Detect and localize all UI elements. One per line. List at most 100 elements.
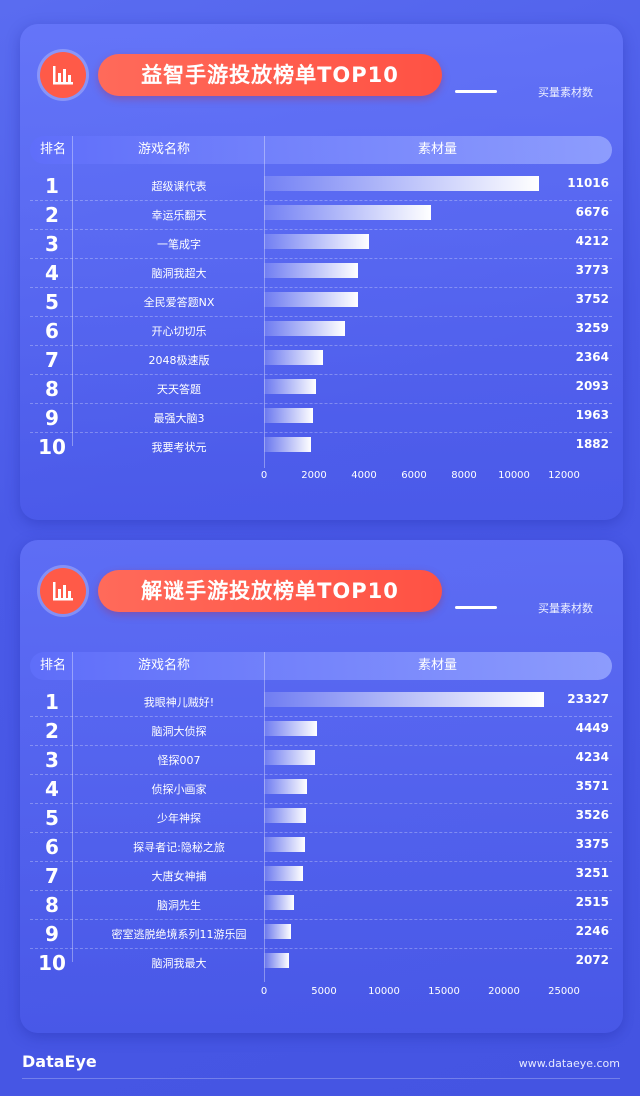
row-separator [30, 890, 612, 891]
row-game-name: 脑洞先生 [157, 899, 201, 912]
row-game-name: 少年神探 [157, 812, 201, 825]
row-separator [30, 774, 612, 775]
row-separator [30, 200, 612, 201]
header-name: 游戏名称 [138, 658, 191, 673]
footer-url: www.dataeye.com [518, 1057, 620, 1070]
table-row: 3 怪探007 4234 [20, 746, 623, 775]
header-rank: 排名 [40, 658, 67, 673]
row-value: 2515 [575, 895, 609, 909]
row-value: 4449 [575, 721, 609, 735]
bar [264, 437, 312, 452]
row-separator [30, 374, 612, 375]
row-value: 3571 [575, 779, 609, 793]
bar [264, 350, 324, 365]
bar [264, 408, 314, 423]
axis-tick-label: 8000 [451, 470, 477, 481]
puzzle-chart-panel: 益智手游投放榜单TOP10 买量素材数 排名 游戏名称 素材量 1 超级课代表 11… [20, 24, 623, 520]
row-separator [30, 316, 612, 317]
chart-legend: 买量素材数 [443, 84, 593, 99]
row-value: 6676 [575, 205, 609, 219]
table-row: 8 脑洞先生 2515 [20, 891, 623, 920]
column-divider [72, 136, 73, 446]
table-row: 3 一笔成字 4212 [20, 230, 623, 259]
bar-chart-icon [40, 568, 86, 614]
header-value: 素材量 [418, 142, 458, 157]
table-row: 8 天天答题 2093 [20, 375, 623, 404]
axis-tick-label: 0 [260, 986, 268, 997]
chart-legend: 买量素材数 [443, 600, 593, 615]
bar [264, 750, 315, 765]
row-game-name: 脑洞我最大 [151, 957, 207, 970]
row-value: 1963 [575, 408, 609, 422]
row-game-name: 幸运乐翻天 [151, 209, 207, 222]
row-rank: 3 [45, 232, 59, 256]
axis-tick-label: 20000 [488, 986, 520, 997]
row-rank: 5 [45, 290, 59, 314]
table-row: 1 超级课代表 11016 [20, 172, 623, 201]
row-rank: 7 [45, 864, 59, 888]
table-row: 2 脑洞大侦探 4449 [20, 717, 623, 746]
row-rank: 7 [45, 348, 59, 372]
row-game-name: 2048极速版 [148, 354, 210, 367]
row-separator [30, 432, 612, 433]
row-game-name: 最强大脑3 [153, 412, 205, 425]
row-game-name: 超级课代表 [151, 180, 207, 193]
bar [264, 692, 544, 707]
axis-tick-label: 5000 [311, 986, 337, 997]
bar [264, 721, 318, 736]
row-game-name: 脑洞大侦探 [151, 725, 207, 738]
row-value: 4234 [575, 750, 609, 764]
mystery-chart-panel: 解谜手游投放榜单TOP10 买量素材数 排名 游戏名称 素材量 1 我眼神儿贼好!… [20, 540, 623, 1033]
table-row: 9 密室逃脱绝境系列11游乐园 2246 [20, 920, 623, 949]
chart-title: 益智手游投放榜单TOP10 [98, 54, 442, 96]
row-separator [30, 745, 612, 746]
table-row: 2 幸运乐翻天 6676 [20, 201, 623, 230]
bar [264, 263, 359, 278]
axis-tick-label: 6000 [401, 470, 427, 481]
header-value: 素材量 [418, 658, 458, 673]
row-rank: 9 [45, 406, 59, 430]
table-row: 10 脑洞我最大 2072 [20, 949, 623, 978]
table-row: 1 我眼神儿贼好! 23327 [20, 688, 623, 717]
axis-tick-label: 15000 [428, 986, 460, 997]
row-value: 3375 [575, 837, 609, 851]
table-row: 10 我要考状元 1882 [20, 433, 623, 462]
bar-chart-icon [40, 52, 86, 98]
legend-label: 买量素材数 [538, 602, 593, 615]
axis-tick-label: 25000 [548, 986, 580, 997]
bar [264, 234, 370, 249]
row-game-name: 我眼神儿贼好! [143, 696, 215, 709]
row-separator [30, 258, 612, 259]
bar [264, 321, 346, 336]
x-axis: 0 2000 4000 6000 8000 10000 12000 [20, 470, 623, 490]
row-value: 1882 [575, 437, 609, 451]
row-value: 3251 [575, 866, 609, 880]
bar [264, 379, 317, 394]
row-rank: 3 [45, 748, 59, 772]
row-rank: 9 [45, 922, 59, 946]
axis-tick-label: 2000 [301, 470, 327, 481]
x-axis: 0 5000 10000 15000 20000 25000 [20, 986, 623, 1006]
row-game-name: 天天答题 [157, 383, 201, 396]
bar [264, 924, 291, 939]
row-value: 2072 [575, 953, 609, 967]
row-game-name: 怪探007 [157, 754, 201, 767]
row-value: 11016 [567, 176, 609, 190]
bar [264, 808, 307, 823]
row-separator [30, 403, 612, 404]
row-game-name: 密室逃脱绝境系列11游乐园 [111, 928, 247, 941]
row-rank: 10 [38, 951, 66, 975]
row-separator [30, 861, 612, 862]
row-value: 3526 [575, 808, 609, 822]
row-rank: 4 [45, 261, 59, 285]
table-row: 6 探寻者记:隐秘之旅 3375 [20, 833, 623, 862]
row-value: 3752 [575, 292, 609, 306]
row-rank: 5 [45, 806, 59, 830]
row-separator [30, 803, 612, 804]
footer-divider [22, 1078, 620, 1079]
legend-line [455, 90, 497, 93]
row-rank: 4 [45, 777, 59, 801]
row-separator [30, 832, 612, 833]
bar [264, 176, 540, 191]
bar [264, 895, 295, 910]
